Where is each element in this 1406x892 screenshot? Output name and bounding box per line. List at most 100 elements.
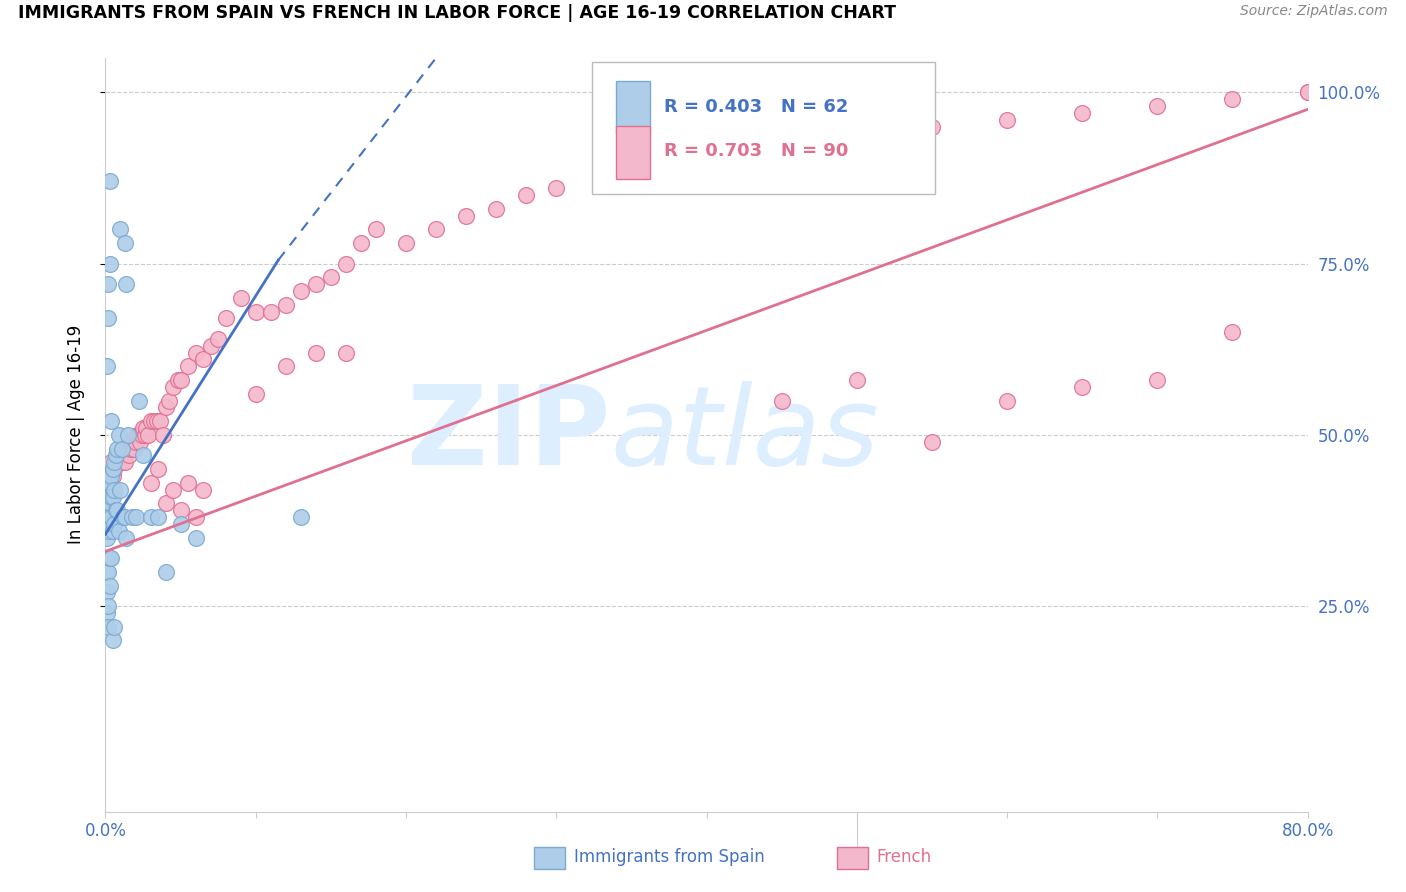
- Point: [107, 449, 129, 463]
- Point: [103, 483, 125, 497]
- Point: [770, 140, 793, 154]
- Point: [110, 483, 132, 497]
- Point: [97, 524, 120, 538]
- Point: [125, 427, 148, 442]
- Point: [136, 427, 159, 442]
- Point: [485, 202, 508, 216]
- Point: [97, 620, 120, 634]
- Point: [111, 455, 134, 469]
- Point: [169, 503, 191, 517]
- Point: [184, 510, 207, 524]
- Point: [1146, 373, 1168, 387]
- Point: [101, 490, 124, 504]
- Point: [134, 427, 156, 442]
- Point: [845, 373, 868, 387]
- Point: [260, 304, 283, 318]
- Point: [114, 510, 136, 524]
- Point: [155, 565, 177, 579]
- Point: [131, 427, 153, 442]
- Point: [184, 345, 207, 359]
- Point: [129, 434, 152, 449]
- Point: [111, 442, 134, 456]
- Point: [98, 475, 121, 490]
- Point: [1296, 85, 1319, 99]
- Text: IMMIGRANTS FROM SPAIN VS FRENCH IN LABOR FORCE | AGE 16-19 CORRELATION CHART: IMMIGRANTS FROM SPAIN VS FRENCH IN LABOR…: [18, 4, 896, 22]
- Point: [191, 352, 214, 367]
- Text: R = 0.703   N = 90: R = 0.703 N = 90: [665, 142, 849, 160]
- Point: [117, 427, 139, 442]
- Text: R = 0.403   N = 62: R = 0.403 N = 62: [665, 98, 849, 116]
- Point: [454, 209, 477, 223]
- Point: [995, 112, 1018, 127]
- Point: [124, 434, 146, 449]
- Point: [274, 359, 297, 374]
- Point: [98, 174, 121, 188]
- Point: [169, 516, 191, 531]
- Point: [115, 531, 138, 545]
- Point: [200, 339, 222, 353]
- Point: [98, 516, 121, 531]
- Point: [107, 503, 129, 517]
- Point: [207, 332, 229, 346]
- Point: [1222, 92, 1244, 106]
- Point: [101, 462, 124, 476]
- Point: [128, 393, 150, 408]
- Point: [96, 565, 118, 579]
- Point: [96, 483, 118, 497]
- Point: [157, 393, 180, 408]
- Point: [1146, 99, 1168, 113]
- Point: [1296, 85, 1319, 99]
- Point: [162, 380, 184, 394]
- Point: [97, 277, 120, 291]
- Point: [177, 359, 200, 374]
- Point: [97, 483, 120, 497]
- Bar: [616, 126, 650, 178]
- Point: [124, 510, 146, 524]
- Point: [104, 503, 127, 517]
- Point: [96, 606, 118, 620]
- Point: [96, 503, 118, 517]
- Point: [135, 421, 157, 435]
- Point: [139, 414, 162, 428]
- Point: [184, 531, 207, 545]
- Point: [96, 585, 118, 599]
- Text: French: French: [876, 848, 931, 866]
- Text: ZIP: ZIP: [406, 382, 610, 488]
- Point: [214, 311, 236, 326]
- Point: [104, 449, 127, 463]
- Point: [100, 414, 122, 428]
- Point: [110, 222, 132, 236]
- Point: [121, 510, 143, 524]
- Point: [121, 434, 143, 449]
- Point: [1071, 380, 1094, 394]
- Point: [335, 256, 357, 270]
- Point: [96, 359, 118, 374]
- Point: [770, 393, 793, 408]
- Point: [132, 449, 155, 463]
- Point: [107, 442, 129, 456]
- Text: atlas: atlas: [610, 382, 879, 488]
- Point: [620, 168, 643, 182]
- Point: [115, 442, 138, 456]
- Point: [101, 469, 124, 483]
- Point: [103, 455, 125, 469]
- Point: [148, 414, 170, 428]
- Point: [120, 442, 142, 456]
- Point: [98, 256, 121, 270]
- Point: [100, 510, 122, 524]
- Point: [515, 188, 537, 202]
- Point: [350, 235, 373, 250]
- Text: Immigrants from Spain: Immigrants from Spain: [574, 848, 765, 866]
- Point: [97, 510, 120, 524]
- Point: [245, 386, 267, 401]
- Point: [921, 434, 943, 449]
- Point: [97, 599, 120, 614]
- Point: [108, 427, 131, 442]
- Y-axis label: In Labor Force | Age 16-19: In Labor Force | Age 16-19: [66, 326, 84, 544]
- Point: [100, 455, 122, 469]
- Point: [155, 401, 177, 415]
- Point: [110, 449, 132, 463]
- Point: [395, 235, 418, 250]
- Point: [132, 421, 155, 435]
- Point: [122, 442, 145, 456]
